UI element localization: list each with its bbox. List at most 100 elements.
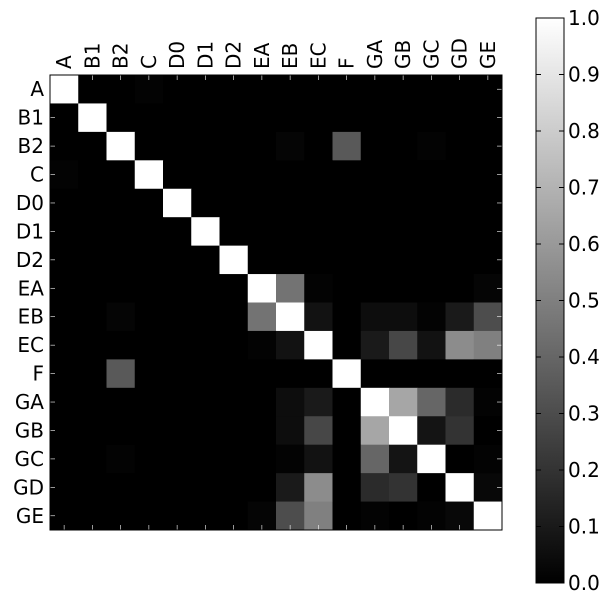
heatmap-cell-ea-d1 <box>191 274 220 303</box>
heatmap-cell-f-f <box>332 359 362 389</box>
heatmap-cell-c-ga <box>360 160 390 190</box>
x-tick-label-ea: EA <box>250 42 274 69</box>
heatmap-cell-c-d1 <box>191 160 220 190</box>
heatmap-cell-b2-gd <box>445 131 475 161</box>
y-tick-label-gd: GD <box>13 475 44 499</box>
x-tick-label-gb: GB <box>391 40 415 69</box>
heatmap-cell-gb-b2 <box>106 416 136 446</box>
heatmap-cell-ga-gb <box>389 387 418 417</box>
heatmap-cell-c-d0 <box>163 160 192 190</box>
heatmap-cell-f-gb <box>389 359 418 389</box>
heatmap-cell-c-ea <box>247 160 277 190</box>
heatmap-cell-b1-c <box>134 103 164 133</box>
heatmap-cell-c-gc <box>417 160 446 190</box>
y-tick-label-c: C <box>30 163 44 187</box>
x-tick-label-b2: B2 <box>109 43 133 69</box>
heatmap-cell-ec-ec <box>304 330 333 360</box>
heatmap-cell-ea-gc <box>417 274 446 303</box>
heatmap-cell-d2-c <box>134 245 164 275</box>
x-tick-label-ga: GA <box>363 40 387 69</box>
heatmap-cell-gd-b2 <box>106 473 136 502</box>
y-tick-label-eb: EB <box>18 305 44 329</box>
heatmap-cell-ea-gb <box>389 274 418 303</box>
heatmap-cell-gc-b1 <box>78 444 107 474</box>
heatmap-cell-ea-f <box>332 274 362 303</box>
heatmap-cell-gd-b1 <box>78 473 107 502</box>
heatmap-cell-d0-b2 <box>106 188 136 218</box>
heatmap-cell-ec-c <box>134 330 164 360</box>
heatmap-cell-gd-gc <box>417 473 446 502</box>
heatmap-cell-gb-b1 <box>78 416 107 446</box>
y-tick-label-ec: EC <box>17 333 44 357</box>
x-tick-label-c: C <box>137 55 161 69</box>
y-tick-label-d1: D1 <box>16 219 44 243</box>
heatmap-cell-b2-gc <box>417 131 446 161</box>
heatmap-cell-gb-eb <box>276 416 305 446</box>
heatmap-cell-eb-b1 <box>78 302 107 332</box>
heatmap-cell-d1-d0 <box>163 217 192 247</box>
heatmap-cells <box>50 75 503 531</box>
y-tick-label-f: F <box>32 362 44 386</box>
heatmap-cell-b1-ea <box>247 103 277 133</box>
heatmap-cell-ga-c <box>134 387 164 417</box>
heatmap-cell-d2-d2 <box>219 245 249 275</box>
heatmap-cell-f-ec <box>304 359 333 389</box>
heatmap-cell-b1-gb <box>389 103 418 133</box>
heatmap-cell-ea-gd <box>445 274 475 303</box>
heatmap-cell-d2-ga <box>360 245 390 275</box>
heatmap-cell-b1-gd <box>445 103 475 133</box>
heatmap-cell-d0-gb <box>389 188 418 218</box>
heatmap-cell-b1-ga <box>360 103 390 133</box>
heatmap-cell-ga-ea <box>247 387 277 417</box>
colorbar-tick-label-0-5: 0.5 <box>568 289 600 313</box>
y-tick-label-gb: GB <box>15 418 44 442</box>
heatmap-cell-b1-b2 <box>106 103 136 133</box>
heatmap-cell-ga-b1 <box>78 387 107 417</box>
heatmap-cell-ga-f <box>332 387 362 417</box>
heatmap-cell-ga-d1 <box>191 387 220 417</box>
heatmap-cell-eb-gc <box>417 302 446 332</box>
heatmap-cell-gc-d1 <box>191 444 220 474</box>
heatmap-cell-f-eb <box>276 359 305 389</box>
heatmap-cell-gc-gb <box>389 444 418 474</box>
heatmap-cell-d0-c <box>134 188 164 218</box>
heatmap-cell-gd-ea <box>247 473 277 502</box>
heatmap-cell-eb-c <box>134 302 164 332</box>
heatmap-cell-b1-b1 <box>78 103 107 133</box>
colorbar-tick-label-0-1: 0.1 <box>568 515 600 539</box>
heatmap-cell-ec-eb <box>276 330 305 360</box>
heatmap-cell-gd-gb <box>389 473 418 502</box>
heatmap-cell-d1-ga <box>360 217 390 247</box>
heatmap-cell-b1-d0 <box>163 103 192 133</box>
heatmap-cell-gd-d1 <box>191 473 220 502</box>
heatmap-cell-ea-b2 <box>106 274 136 303</box>
heatmap-cell-ea-b1 <box>78 274 107 303</box>
heatmap-cell-f-ga <box>360 359 390 389</box>
heatmap-cell-d2-eb <box>276 245 305 275</box>
heatmap-cell-f-gd <box>445 359 475 389</box>
heatmap-cell-gc-f <box>332 444 362 474</box>
heatmap-cell-d1-gc <box>417 217 446 247</box>
heatmap-cell-gc-eb <box>276 444 305 474</box>
heatmap-cell-d1-c <box>134 217 164 247</box>
heatmap-cell-d1-ea <box>247 217 277 247</box>
heatmap-cell-b1-gc <box>417 103 446 133</box>
heatmap-cell-b2-d2 <box>219 131 249 161</box>
heatmap-cell-d2-gd <box>445 245 475 275</box>
colorbar-tick-label-1-0: 1.0 <box>568 6 600 30</box>
heatmap-cell-ec-d0 <box>163 330 192 360</box>
heatmap-cell-d2-b2 <box>106 245 136 275</box>
heatmap-cell-ec-gb <box>389 330 418 360</box>
heatmap-cell-gb-gc <box>417 416 446 446</box>
heatmap-cell-d2-d1 <box>191 245 220 275</box>
heatmap-cell-d0-eb <box>276 188 305 218</box>
heatmap-cell-ga-ga <box>360 387 390 417</box>
heatmap-cell-f-c <box>134 359 164 389</box>
heatmap-cell-c-gb <box>389 160 418 190</box>
heatmap-cell-b2-d0 <box>163 131 192 161</box>
heatmap-cell-ea-ec <box>304 274 333 303</box>
heatmap-cell-ec-gc <box>417 330 446 360</box>
heatmap-cell-d0-gc <box>417 188 446 218</box>
heatmap-cell-gc-ea <box>247 444 277 474</box>
heatmap-cell-d2-b1 <box>78 245 107 275</box>
